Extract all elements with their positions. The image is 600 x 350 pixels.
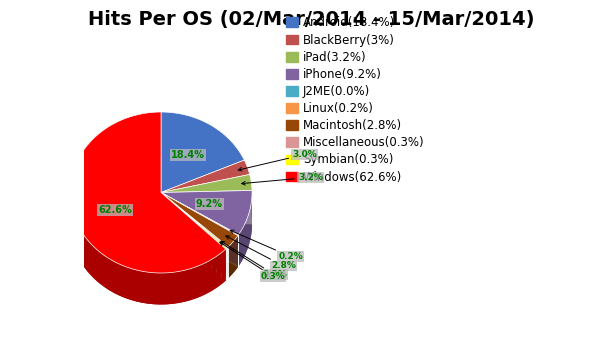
Polygon shape <box>206 259 212 294</box>
Polygon shape <box>148 272 154 304</box>
Polygon shape <box>212 256 217 291</box>
Text: 3.0%: 3.0% <box>238 150 317 171</box>
Polygon shape <box>78 226 81 262</box>
Polygon shape <box>221 249 226 284</box>
Polygon shape <box>70 224 226 304</box>
Legend: Android(18.4%), BlackBerry(3%), iPad(3.2%), iPhone(9.2%), J2ME(0.0%), Linux(0.2%: Android(18.4%), BlackBerry(3%), iPad(3.2… <box>283 13 428 187</box>
Polygon shape <box>131 268 136 301</box>
Polygon shape <box>161 193 238 236</box>
Polygon shape <box>160 273 166 304</box>
Polygon shape <box>91 244 95 280</box>
Polygon shape <box>196 265 201 299</box>
Text: 9.2%: 9.2% <box>196 199 223 209</box>
Polygon shape <box>109 259 114 293</box>
Polygon shape <box>125 266 131 300</box>
Polygon shape <box>100 252 104 287</box>
Polygon shape <box>70 200 71 237</box>
Polygon shape <box>190 267 196 300</box>
Text: 0.2%: 0.2% <box>230 230 303 261</box>
Text: 0.3%: 0.3% <box>220 242 286 281</box>
Text: 3.2%: 3.2% <box>242 173 323 185</box>
Polygon shape <box>161 224 238 266</box>
Text: 62.6%: 62.6% <box>98 204 132 215</box>
Text: 2.8%: 2.8% <box>226 236 296 271</box>
Polygon shape <box>161 193 238 235</box>
Polygon shape <box>88 240 91 275</box>
Polygon shape <box>161 174 252 193</box>
Polygon shape <box>161 193 227 249</box>
Polygon shape <box>217 253 221 288</box>
Polygon shape <box>161 193 238 247</box>
Polygon shape <box>201 262 206 296</box>
Polygon shape <box>73 211 74 247</box>
Polygon shape <box>119 264 125 298</box>
Polygon shape <box>161 224 238 278</box>
Polygon shape <box>161 193 228 248</box>
Polygon shape <box>172 272 178 304</box>
Polygon shape <box>81 231 84 267</box>
Polygon shape <box>71 205 73 242</box>
Polygon shape <box>161 190 252 235</box>
Polygon shape <box>166 272 172 304</box>
Polygon shape <box>104 256 109 290</box>
Polygon shape <box>161 224 238 267</box>
Polygon shape <box>76 221 78 258</box>
Polygon shape <box>161 112 244 192</box>
Polygon shape <box>136 270 142 303</box>
Polygon shape <box>161 224 228 279</box>
Polygon shape <box>70 112 226 273</box>
Polygon shape <box>161 160 250 193</box>
Polygon shape <box>178 270 184 303</box>
Polygon shape <box>84 236 88 271</box>
Polygon shape <box>74 216 76 253</box>
Polygon shape <box>161 224 252 266</box>
Polygon shape <box>184 269 190 302</box>
Polygon shape <box>154 273 160 304</box>
Text: 0.3%: 0.3% <box>221 241 287 279</box>
Polygon shape <box>161 224 227 281</box>
Text: Hits Per OS (02/Mar/2014 - 15/Mar/2014): Hits Per OS (02/Mar/2014 - 15/Mar/2014) <box>88 10 534 29</box>
Text: 18.4%: 18.4% <box>172 150 205 160</box>
Polygon shape <box>95 248 100 284</box>
Polygon shape <box>142 271 148 304</box>
Polygon shape <box>114 261 119 296</box>
